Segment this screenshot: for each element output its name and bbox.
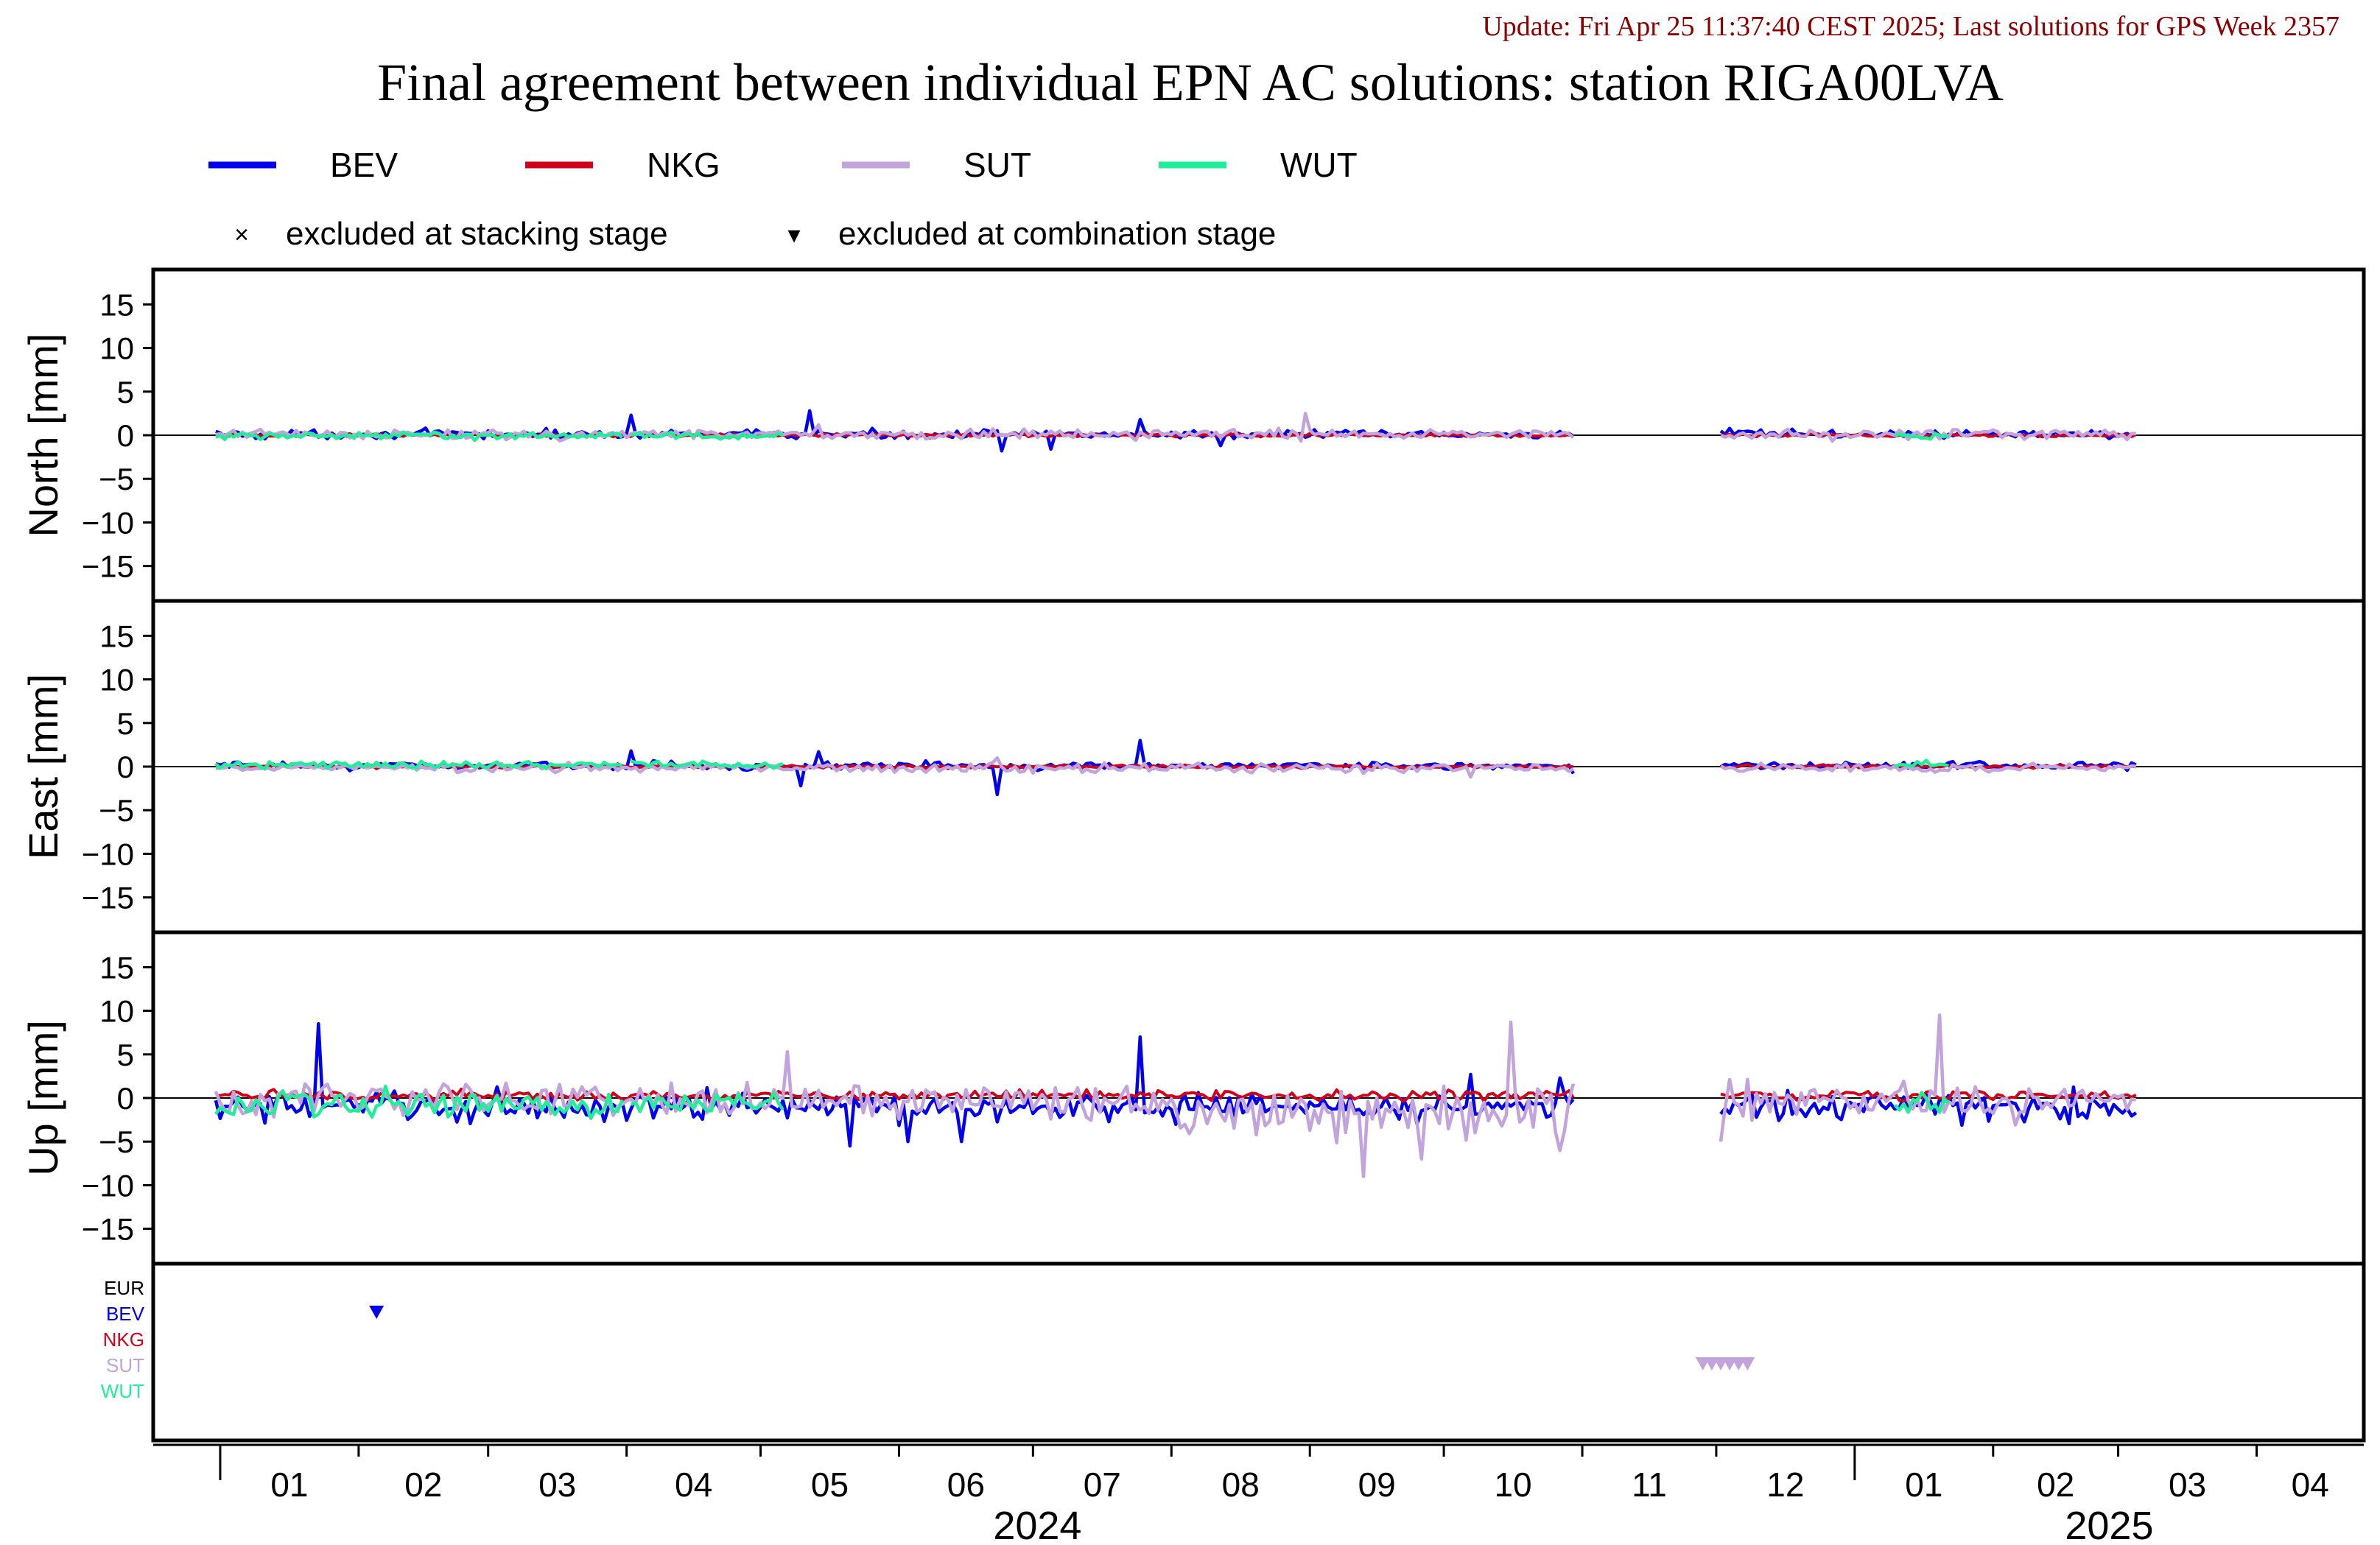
y-tick-label: 10	[99, 663, 134, 697]
panel-up: 15 10 5 0 −5 −10 −15 Up [mm]	[20, 930, 2366, 1266]
month-tick-label: 03	[2169, 1465, 2206, 1504]
month-tick-label: 02	[2037, 1465, 2074, 1504]
series-line-wut-east	[214, 759, 622, 771]
legend-label-wut: WUT	[1280, 146, 1358, 184]
series-line-wut-east	[1894, 759, 1949, 769]
exclusion-frame	[151, 1261, 2366, 1443]
month-tick-label: 10	[1494, 1465, 1531, 1504]
series-line-wut-up	[630, 1091, 784, 1113]
month-tick-label: 07	[1084, 1465, 1121, 1504]
y-tick-label: −5	[99, 793, 134, 828]
y-tick-label: 5	[117, 1038, 134, 1072]
y-tick-label: −10	[82, 505, 134, 540]
month-tick-label: 11	[1632, 1465, 1667, 1504]
exclusion-row-label-eur: EUR	[104, 1277, 144, 1299]
y-axis-label-up: Up [mm]	[20, 1020, 66, 1176]
series-line-wut-up	[214, 1084, 624, 1120]
y-axis-label-north: North [mm]	[20, 334, 66, 538]
month-tick-label: 01	[1905, 1465, 1942, 1504]
exclusion-row-label-bev: BEV	[106, 1303, 145, 1325]
month-tick-label: 03	[538, 1465, 576, 1504]
series-line-sut-up	[214, 1020, 1576, 1178]
legend: BEV NKG SUT WUT × excluded at stacking stage ▾…	[208, 146, 1358, 252]
series-line-nkg-north	[1720, 432, 2137, 439]
chart-title: Final agreement between individual EPN A…	[377, 53, 2004, 112]
y-tick-label: −5	[99, 1125, 134, 1159]
combination-exclusion-marker-icon: ▾	[787, 221, 800, 249]
y-tick-label: −5	[99, 462, 134, 496]
series-line-nkg-up	[215, 1087, 1575, 1103]
year-label: 2025	[2065, 1504, 2153, 1545]
series-line-wut-east	[631, 759, 784, 770]
y-tick-label: −10	[82, 1168, 134, 1203]
exclusion-row-label-wut: WUT	[101, 1380, 144, 1402]
panels: 15 10 5 0 −5 −10 −15 North [mm] 15 10 5 0 −5 −10 −15 Ea…	[20, 267, 2366, 1266]
month-tick-label: 08	[1222, 1465, 1260, 1504]
panel-east: 15 10 5 0 −5 −10 −15 East [mm]	[20, 599, 2366, 935]
y-axis-label-east: East [mm]	[20, 674, 66, 859]
stacking-exclusion-marker-icon: ×	[234, 221, 249, 249]
series-line-sut-east	[1719, 761, 2136, 774]
series-line-wut-north	[215, 430, 624, 443]
y-tick-label: 10	[99, 331, 134, 366]
month-tick-label: 06	[947, 1465, 985, 1504]
exclusion-panel: EUR BEV NKG SUT WUT	[101, 1261, 2366, 1443]
series-line-sut-north	[1720, 427, 2136, 443]
time-axis: 01 02 03 04 05 06 07 08 09 10 11 12 01 02 03 04 2024 2025	[153, 1443, 2364, 1545]
month-tick-label: 05	[811, 1465, 849, 1504]
update-line: Update: Fri Apr 25 11:37:40 CEST 2025; L…	[1482, 11, 2339, 42]
y-tick-label: −15	[82, 881, 134, 915]
month-tick-label: 02	[404, 1465, 442, 1504]
y-tick-label: 5	[117, 375, 134, 409]
y-tick-label: 0	[117, 1081, 134, 1116]
exclusion-marker-bev	[369, 1306, 385, 1319]
y-tick-label: 0	[117, 750, 134, 784]
y-tick-label: 5	[117, 706, 134, 741]
exclusion-row-label-nkg: NKG	[103, 1328, 144, 1351]
month-tick-label: 04	[675, 1465, 712, 1504]
y-tick-label: −10	[82, 837, 134, 871]
legend-label-sut: SUT	[963, 146, 1031, 184]
month-tick-label: 09	[1358, 1465, 1396, 1504]
series-line-wut-north	[1894, 432, 1949, 441]
y-tick-label: −15	[82, 1212, 134, 1247]
y-tick-label: 15	[99, 619, 134, 653]
legend-marker-label: excluded at combination stage	[838, 216, 1276, 252]
exclusion-marker-sut	[1740, 1357, 1755, 1370]
legend-label-nkg: NKG	[647, 146, 720, 184]
series-line-wut-up	[1893, 1091, 1950, 1114]
y-tick-label: −15	[82, 549, 134, 584]
month-tick-label: 04	[2292, 1465, 2329, 1504]
y-tick-label: 0	[117, 418, 134, 453]
year-label: 2024	[993, 1504, 1081, 1545]
exclusion-row-label-sut: SUT	[106, 1354, 144, 1376]
series-line-sut-east	[215, 756, 1575, 779]
month-tick-label: 12	[1766, 1465, 1804, 1504]
y-tick-label: 10	[99, 994, 134, 1029]
series-line-bev-north	[215, 409, 1575, 453]
legend-label-bev: BEV	[330, 146, 398, 184]
y-tick-label: 15	[99, 287, 134, 322]
series-line-wut-north	[631, 430, 784, 441]
y-tick-label: 15	[99, 950, 134, 985]
legend-marker-label: excluded at stacking stage	[286, 216, 668, 252]
month-tick-label: 01	[270, 1465, 308, 1504]
